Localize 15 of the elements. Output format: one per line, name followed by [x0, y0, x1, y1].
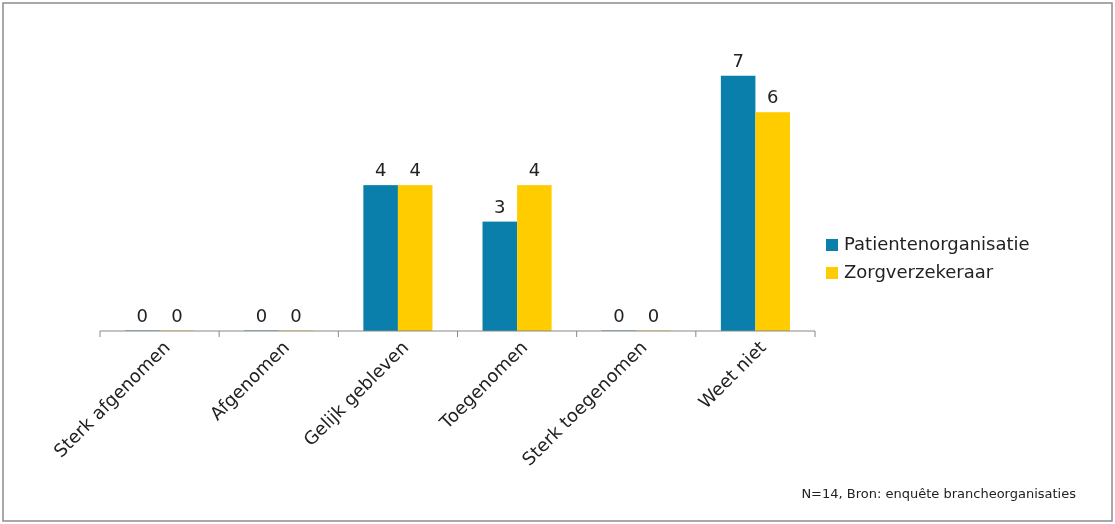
- data-label: 4: [409, 159, 421, 181]
- data-label: 0: [290, 305, 302, 326]
- data-label: 0: [171, 305, 183, 326]
- legend-label: Zorgverzekeraar: [844, 261, 994, 282]
- data-label: 0: [136, 305, 149, 326]
- data-label: 3: [494, 195, 506, 217]
- text: N=14, Bron: enquête brancheorganisaties: [801, 486, 1077, 501]
- data-label: 0: [613, 305, 625, 326]
- data-label: 4: [528, 159, 541, 181]
- data-label: 7: [732, 49, 744, 71]
- legend-label: Patientenorganisatie: [844, 233, 1030, 254]
- data-label: 0: [255, 305, 268, 326]
- data-label: 0: [647, 305, 660, 326]
- data-label: 6: [766, 86, 779, 108]
- data-label: 4: [374, 159, 387, 181]
